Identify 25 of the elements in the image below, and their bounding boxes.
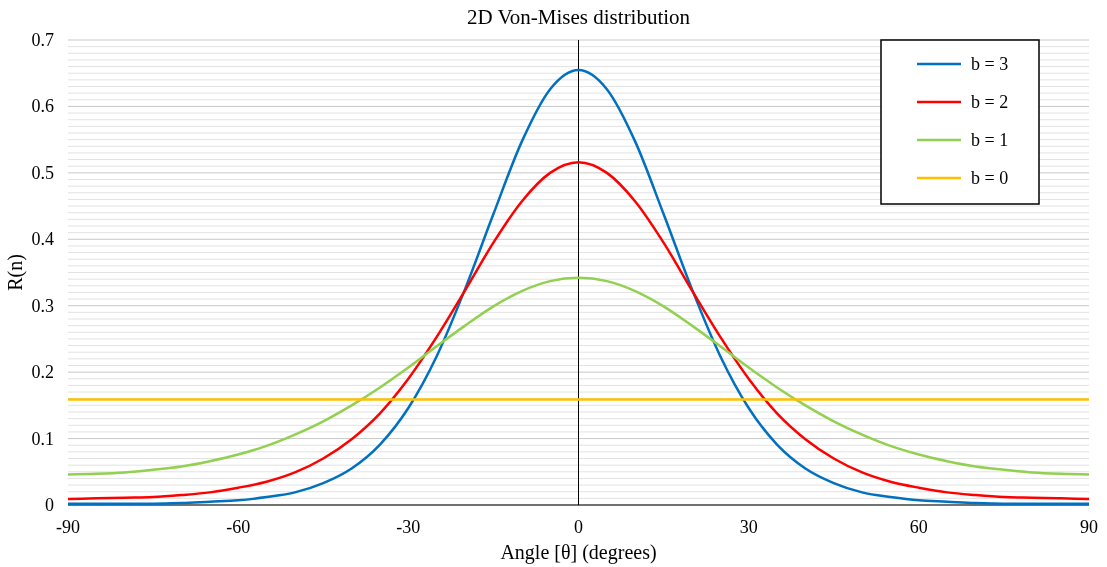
legend-label: b = 3 bbox=[971, 54, 1009, 74]
x-tick-label: 30 bbox=[739, 517, 758, 537]
x-tick-label: -60 bbox=[226, 517, 251, 537]
y-tick-label: 0.2 bbox=[31, 362, 54, 383]
y-tick-label: 0.4 bbox=[31, 229, 54, 250]
line-series bbox=[66, 68, 1091, 505]
y-tick-label: 0 bbox=[45, 495, 54, 515]
x-axis-title: Angle [θ] (degrees) bbox=[500, 541, 657, 564]
x-tick-label: -30 bbox=[396, 517, 421, 537]
x-tick-label: 60 bbox=[909, 517, 928, 537]
line-series bbox=[66, 276, 1091, 476]
x-tick-label: 90 bbox=[1080, 517, 1098, 537]
legend-label: b = 1 bbox=[971, 130, 1009, 150]
x-tick-label: 0 bbox=[574, 517, 583, 537]
y-tick-label: 0.5 bbox=[31, 162, 54, 183]
legend-label: b = 2 bbox=[971, 92, 1009, 112]
y-tick-label: 0.1 bbox=[31, 428, 54, 449]
y-tick-label: 0.7 bbox=[31, 30, 54, 50]
x-tick-label: -90 bbox=[56, 517, 80, 537]
y-tick-label: 0.6 bbox=[31, 96, 54, 117]
legend-label: b = 0 bbox=[971, 168, 1009, 188]
line-series bbox=[66, 160, 1091, 501]
chart-title: 2D Von-Mises distribution bbox=[466, 5, 691, 29]
y-tick-label: 0.3 bbox=[31, 295, 54, 316]
y-axis-title: R(n) bbox=[4, 254, 27, 291]
